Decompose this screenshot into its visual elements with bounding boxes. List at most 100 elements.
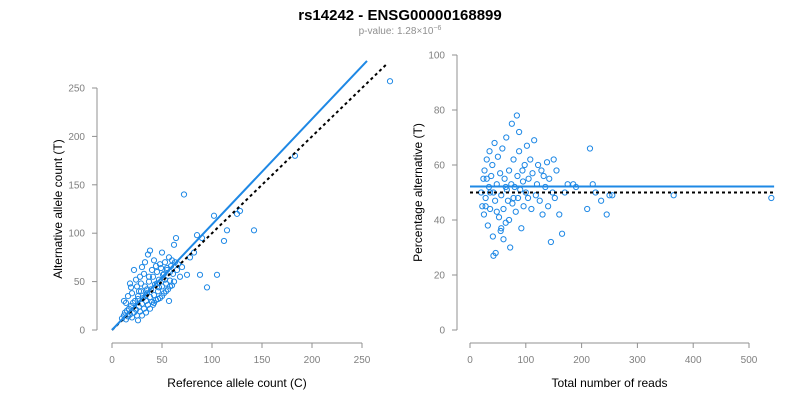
pvalue-base: 10 [422,26,434,37]
left-data-point [137,288,145,295]
right-data-point [609,192,616,199]
right-data-point [505,167,513,174]
right-data-point [521,161,528,169]
left-data-point [193,232,201,239]
right-y-tick-label: 100 [428,51,445,62]
left-data-point [132,276,140,283]
right-data-point [540,172,547,180]
right-data-point [497,170,504,177]
right-data-point [514,194,522,202]
right-data-point [586,145,594,152]
chart-subtitle: p-value: 1.28×10−6 [359,25,442,37]
right-data-point [529,170,536,177]
right-data-point [505,216,513,224]
left-data-point [154,288,162,295]
left-data-point [146,305,154,312]
right-data-point [519,167,526,174]
left-data-point [178,263,186,271]
left-data-point [165,297,173,305]
left-data-point [158,293,166,300]
chart-title: rs14242 - ENSG00000168899 [298,7,502,24]
right-x-tick-label: 300 [629,355,646,366]
left-data-point [149,273,157,280]
right-data-point [598,197,605,204]
right-x-axis-label: Total number of reads [551,376,667,390]
left-data-point [127,284,135,291]
left-y-tick-label: 200 [68,132,85,143]
left-data-point [142,309,150,316]
left-x-tick-label: 0 [109,355,115,366]
right-y-tick-label: 40 [434,216,446,227]
right-data-point [538,167,545,174]
right-data-point [510,194,517,202]
right-data-point [497,227,504,235]
left-data-point [154,295,162,303]
right-data-point [531,137,538,144]
right-data-point [480,211,488,218]
right-data-point [491,139,498,147]
right-data-point [495,214,503,221]
right-data-point [519,178,527,185]
left-data-point [223,227,231,234]
right-data-point [486,148,493,155]
right-data-point [507,244,514,251]
left-data-point [137,280,145,287]
right-data-point [545,203,552,210]
right-data-point [484,222,491,229]
left-data-point [158,249,166,256]
allele-count-scatter: Alternative allele count (T) Reference a… [51,60,394,390]
right-data-point [525,175,532,182]
pvalue-exponent: −6 [433,25,441,32]
right-data-point [510,156,517,163]
left-data-point [136,273,144,280]
pvalue-mantissa: 1.28 [397,26,417,37]
left-data-point [162,280,170,287]
right-data-point [543,159,551,166]
left-data-point [180,191,188,198]
left-data-point [126,280,134,287]
left-data-point [166,283,174,290]
left-data-point [170,241,178,248]
left-data-point [176,273,184,280]
right-data-point [500,236,507,243]
right-data-point [520,203,527,210]
right-data-point [527,156,534,163]
left-data-point [150,257,158,264]
left-data-point [173,266,181,274]
right-data-point [516,148,523,155]
right-x-tick-label: 400 [685,355,702,366]
right-data-point [483,175,490,182]
left-y-tick-label: 100 [68,229,85,240]
right-y-tick-label: 60 [434,161,446,172]
right-data-point [498,225,505,232]
right-data-point [492,197,499,204]
right-data-point [489,161,496,169]
right-data-point [551,194,558,202]
left-y-tick-label: 0 [79,326,85,337]
right-y-tick-label: 20 [434,271,446,282]
left-data-point [196,271,204,278]
right-data-point [556,211,563,218]
left-data-point [149,301,157,308]
right-data-point [514,172,521,180]
right-data-point [486,189,494,196]
right-y-tick-label: 80 [434,106,446,117]
left-data-point [158,283,166,290]
left-data-point [165,254,173,261]
right-data-point [553,167,560,174]
right-data-point [513,112,520,119]
left-data-point [203,284,211,291]
right-data-point [528,205,535,213]
left-data-point [135,288,143,295]
left-data-point [210,212,218,219]
right-data-point [603,211,610,218]
left-x-axis-label: Reference allele count (C) [167,376,306,390]
left-data-point [162,288,170,295]
right-data-point [524,194,532,202]
left-x-tick-label: 200 [304,355,321,366]
left-x-tick-label: 100 [204,355,221,366]
right-data-point [499,145,506,152]
left-data-point [138,312,146,319]
left-data-point [152,263,160,270]
